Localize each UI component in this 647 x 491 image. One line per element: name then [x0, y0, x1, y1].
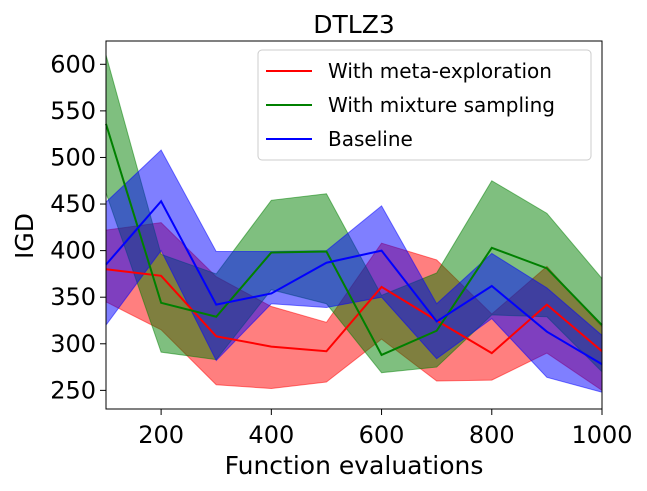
- y-axis-label: IGD: [10, 213, 39, 259]
- legend-label-baseline: Baseline: [328, 127, 413, 151]
- line-with-mixture-sampling: [105, 123, 603, 357]
- legend-label-with-meta-exploration: With meta-exploration: [328, 59, 552, 83]
- x-tick-label: 400: [248, 421, 294, 449]
- y-tick-label: 400: [50, 237, 96, 265]
- y-tick-label: 550: [50, 97, 96, 125]
- line-baseline: [105, 199, 603, 366]
- legend-box: [257, 49, 592, 161]
- legend-label-with-mixture-sampling: With mixture sampling: [328, 93, 555, 117]
- y-tick-label: 600: [50, 50, 96, 78]
- y-tick-label: 250: [50, 376, 96, 404]
- line-with-meta-exploration: [105, 268, 603, 355]
- chart-title: DTLZ3: [313, 10, 394, 39]
- y-tick-label: 350: [50, 283, 96, 311]
- x-tick-label: 200: [138, 421, 184, 449]
- legend: With meta-exploration With mixture sampli…: [257, 49, 592, 161]
- y-axis: 250 300 350 400 450 500 550 600: [50, 50, 106, 404]
- x-tick-label: 800: [469, 421, 515, 449]
- x-tick-label: 600: [359, 421, 405, 449]
- x-axis-label: Function evaluations: [225, 451, 484, 480]
- series-lines: [105, 123, 603, 366]
- x-tick-label: 1000: [571, 421, 632, 449]
- plot-frame: [105, 40, 603, 410]
- y-tick-label: 300: [50, 330, 96, 358]
- y-tick-label: 450: [50, 190, 96, 218]
- x-axis: 200 400 600 800 1000: [138, 409, 633, 449]
- y-tick-label: 500: [50, 143, 96, 171]
